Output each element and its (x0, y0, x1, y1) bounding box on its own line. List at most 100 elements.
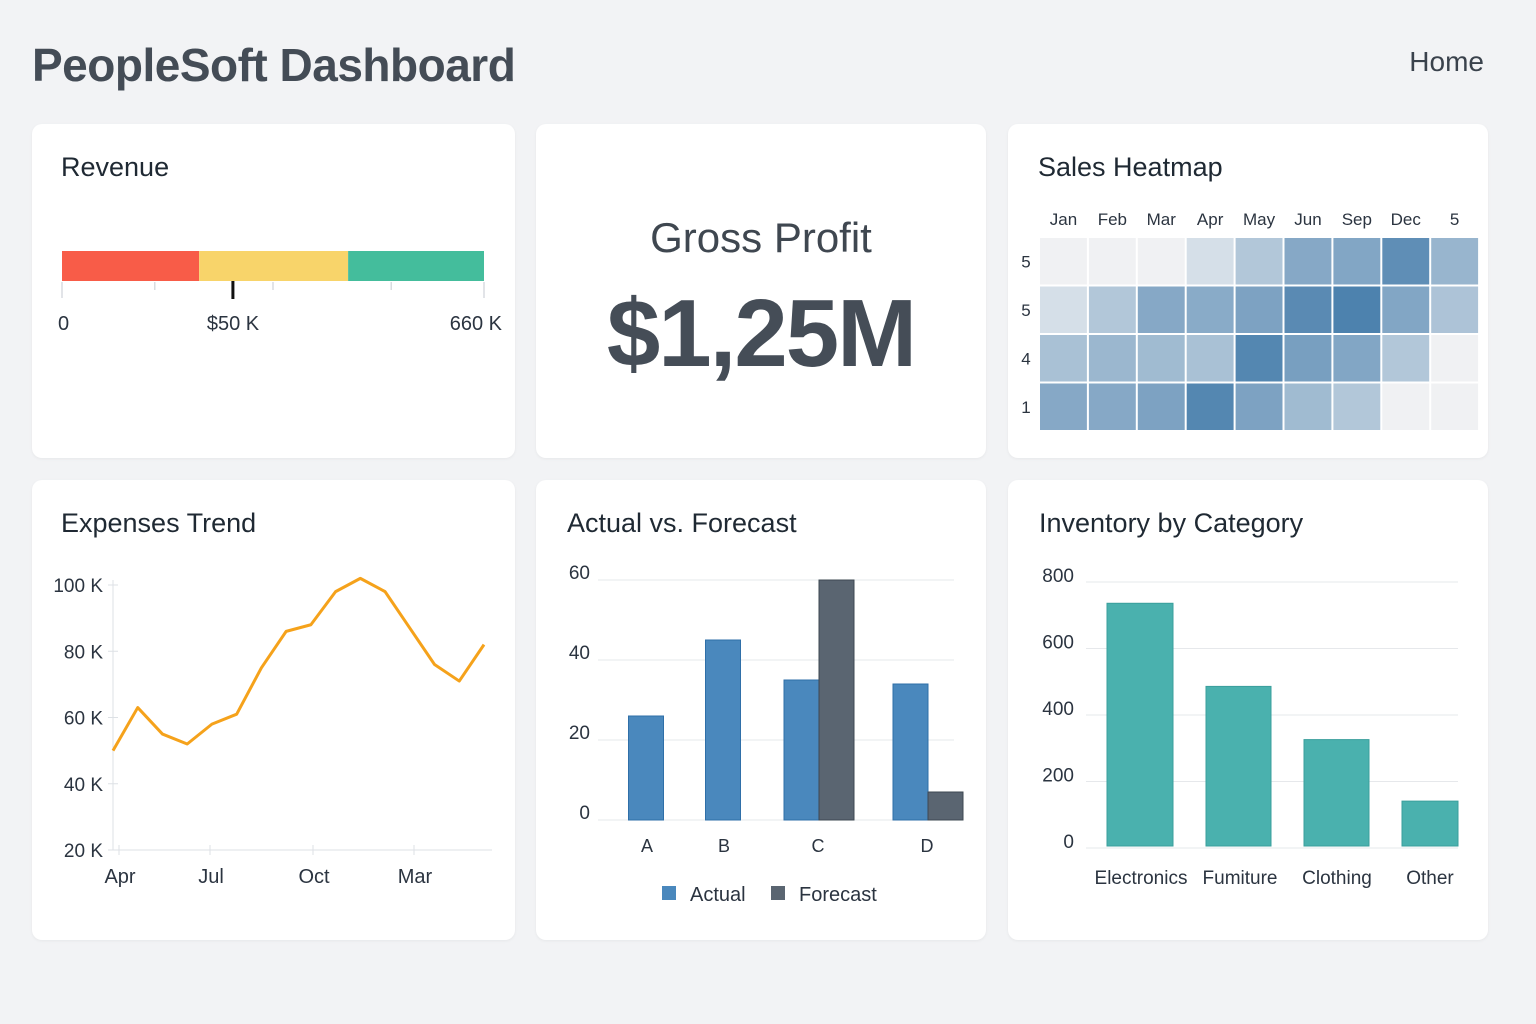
sales-heatmap: Jan Feb Mar Apr May Jun Sep Dec 5 5 5 4 1 (1021, 210, 1479, 430)
heatmap-column-label: Apr (1197, 210, 1224, 229)
bar-actual (705, 639, 741, 821)
heatmap-cell (1186, 383, 1234, 430)
heatmap-column-label: Jun (1294, 210, 1321, 229)
heatmap-column-label: Mar (1147, 210, 1177, 229)
heatmap-column-label: Jan (1050, 210, 1077, 229)
bar-forecast (927, 791, 964, 821)
heatmap-cell (1235, 335, 1283, 382)
heatmap-column-label: Sep (1342, 210, 1372, 229)
heatmap-cell (1040, 286, 1087, 333)
sales-heatmap-title: Sales Heatmap (1038, 152, 1223, 182)
bar-electronics (1106, 602, 1174, 847)
heatmap-cell (1431, 286, 1479, 333)
heatmap-row-label: 5 (1021, 301, 1030, 320)
expenses-line (111, 576, 486, 752)
heatmap-cell (1333, 238, 1381, 285)
x-tick-label: A (641, 836, 653, 856)
bar-forecast (818, 579, 855, 821)
y-tick-label: 0 (1063, 832, 1074, 853)
home-link[interactable]: Home (1409, 46, 1484, 77)
x-tick-label: C (812, 836, 825, 856)
y-tick-label: 60 K (64, 709, 103, 730)
heatmap-cell (1333, 335, 1381, 382)
x-tick-label: Mar (398, 866, 433, 888)
heatmap-cell (1040, 238, 1087, 285)
bar-other (1401, 800, 1459, 847)
heatmap-cell (1137, 286, 1185, 333)
bar-actual (892, 683, 929, 821)
x-tick-label: Other (1406, 868, 1454, 889)
legend-label-actual: Actual (690, 884, 746, 906)
inventory-title: Inventory by Category (1039, 508, 1304, 538)
x-tick-label: Clothing (1302, 868, 1372, 889)
heatmap-row-label: 1 (1021, 398, 1030, 417)
y-tick-label: 400 (1042, 699, 1074, 720)
y-tick-label: 200 (1042, 766, 1074, 787)
x-tick-label: Electronics (1095, 868, 1188, 889)
y-tick-label: 100 K (53, 576, 103, 597)
heatmap-cell (1137, 383, 1185, 430)
heatmap-row-label: 5 (1021, 252, 1030, 271)
heatmap-cell (1382, 286, 1430, 333)
heatmap-row-label: 4 (1021, 349, 1030, 368)
heatmap-cell (1088, 286, 1136, 333)
y-tick-label: 600 (1042, 633, 1074, 654)
heatmap-cell (1235, 383, 1283, 430)
inventory-card: Inventory by Category 0 200 400 600 800 Elect… (1008, 480, 1488, 940)
heatmap-cell (1333, 286, 1381, 333)
expenses-trend-card: Expenses Trend 100 K 80 K 60 K 40 K 20 K Apr J… (32, 480, 515, 940)
bar-actual (783, 679, 820, 821)
legend-swatch-actual (662, 886, 676, 900)
revenue-title: Revenue (61, 152, 170, 182)
gauge-label: 660 K (450, 313, 503, 335)
heatmap-cell (1088, 238, 1136, 285)
heatmap-cell (1040, 383, 1087, 430)
x-tick-label: Apr (104, 866, 135, 888)
actual-vs-forecast-chart: 0 20 40 60 A B C D Actual Forecast (569, 563, 964, 906)
heatmap-cell (1284, 286, 1332, 333)
y-tick-label: 60 (569, 563, 590, 584)
expenses-trend-title: Expenses Trend (61, 508, 257, 538)
x-tick-label: Oct (298, 866, 330, 888)
heatmap-column-label: Feb (1098, 210, 1127, 229)
heatmap-column-label: May (1243, 210, 1276, 229)
y-tick-label: 20 K (64, 841, 103, 862)
heatmap-cell (1088, 335, 1136, 382)
bar-clothing (1303, 739, 1370, 847)
y-tick-label: 800 (1042, 566, 1074, 587)
revenue-card: Revenue 0 $50 K 660 K (32, 124, 515, 458)
heatmap-cell (1382, 383, 1430, 430)
heatmap-cell (1186, 335, 1234, 382)
actual-vs-forecast-title: Actual vs. Forecast (567, 508, 797, 538)
gauge-label: $50 K (207, 313, 260, 335)
x-tick-label: B (718, 836, 730, 856)
gauge-segment-1 (199, 251, 349, 281)
heatmap-cell (1284, 335, 1332, 382)
gross-profit-title: Gross Profit (650, 214, 872, 261)
y-tick-label: 20 (569, 723, 590, 744)
gross-profit-card: Gross Profit $1,25M (536, 124, 986, 458)
y-tick-label: 0 (579, 803, 590, 824)
heatmap-cell (1235, 238, 1283, 285)
y-tick-label: 40 (569, 643, 590, 664)
inventory-bar-chart: 0 200 400 600 800 Electronics Fumiture Clothing… (1042, 566, 1459, 889)
heatmap-cell (1431, 383, 1479, 430)
x-tick-label: Fumiture (1203, 868, 1278, 889)
heatmap-column-label: Dec (1391, 210, 1422, 229)
gauge-label: 0 (58, 313, 69, 335)
heatmap-cell (1333, 383, 1381, 430)
actual-vs-forecast-card: Actual vs. Forecast 0 20 40 60 A B C D Actual For… (536, 480, 986, 940)
gross-profit-value: $1,25M (606, 280, 917, 387)
y-tick-label: 40 K (64, 775, 103, 796)
heatmap-cell (1137, 238, 1185, 285)
legend-label-forecast: Forecast (799, 884, 877, 906)
heatmap-cell (1284, 238, 1332, 285)
heatmap-cell (1186, 238, 1234, 285)
page-title: PeopleSoft Dashboard (32, 39, 516, 91)
heatmap-cell (1382, 335, 1430, 382)
heatmap-cell (1137, 335, 1185, 382)
heatmap-cell (1040, 335, 1087, 382)
heatmap-column-label: 5 (1450, 210, 1459, 229)
revenue-gauge: 0 $50 K 660 K (58, 251, 503, 335)
